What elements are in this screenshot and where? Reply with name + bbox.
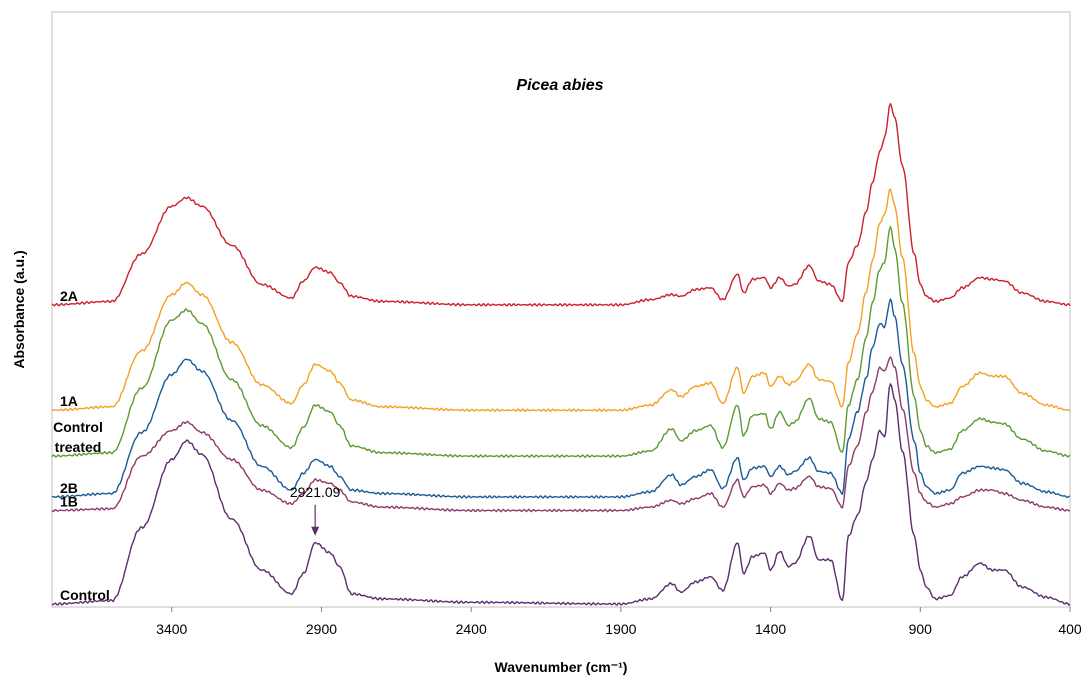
plot-frame: [51, 11, 1071, 608]
series-label-control: Control: [60, 587, 110, 603]
peak-annotation-arrowhead: [311, 526, 320, 536]
x-tick-label: 1900: [605, 621, 636, 637]
annotations: 2921.09: [290, 484, 341, 536]
series-line-control: [51, 383, 1071, 606]
x-tick-label: 3400: [156, 621, 187, 637]
series-layer: [51, 103, 1071, 606]
x-axis-title: Wavenumber (cm⁻¹): [495, 659, 628, 675]
series-label-2a: 2A: [60, 288, 78, 304]
peak-annotation-label: 2921.09: [290, 484, 341, 500]
series-label-1a: 1A: [60, 393, 78, 409]
x-tick-label: 400: [1058, 621, 1082, 637]
x-axis: 3400 2900 2400 1900 1400 900 400: [156, 607, 1082, 637]
series-line-2b: [51, 298, 1071, 499]
series-line-2a: [51, 103, 1071, 307]
series-label-control-treated: treated: [55, 439, 102, 455]
series-label-2b: 2B: [60, 480, 78, 496]
x-tick-label: 2400: [456, 621, 487, 637]
series-label-control-treated: Control: [53, 419, 103, 435]
series-line-1a: [51, 188, 1071, 413]
x-tick-label: 2900: [306, 621, 337, 637]
series-line-1b: [51, 356, 1071, 513]
chart-title: Picea abies: [516, 77, 603, 94]
x-tick-label: 900: [909, 621, 933, 637]
x-tick-label: 1400: [755, 621, 786, 637]
y-axis-title: Absorbance (a.u.): [11, 250, 27, 368]
series-label-1b: 1B: [60, 494, 78, 510]
series-line-control-treated: [51, 226, 1071, 458]
